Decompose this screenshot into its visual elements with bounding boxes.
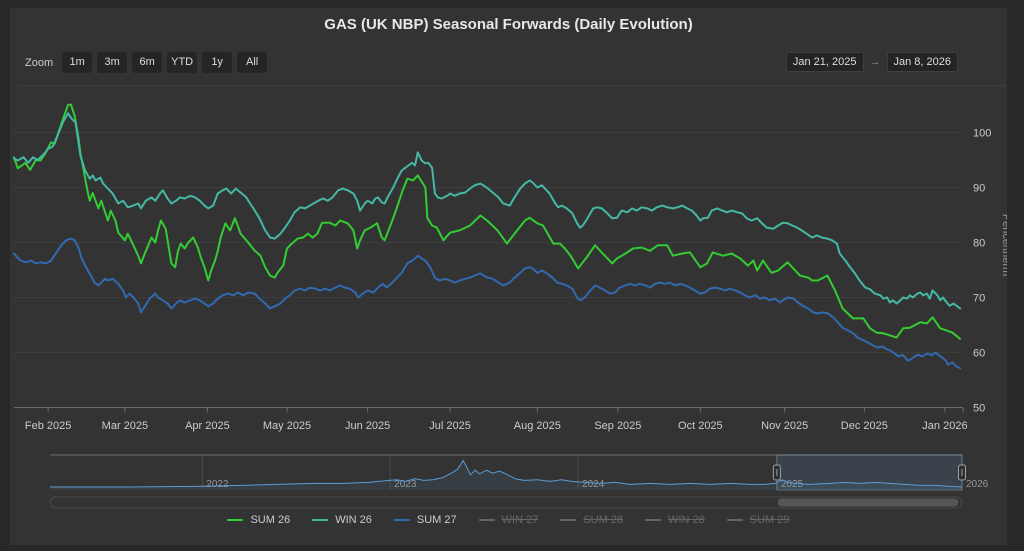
chart-container: GAS (UK NBP) Seasonal Forwards (Daily Ev…: [10, 8, 1007, 545]
x-axis-label: Mar 2025: [102, 420, 148, 432]
date-range-arrow-icon: →: [869, 56, 881, 68]
x-axis-label: Sep 2025: [594, 420, 641, 432]
x-axis-label: Aug 2025: [514, 420, 561, 432]
series-line-sum-26: [13, 103, 962, 340]
legend-item-sum-29[interactable]: SUM 29: [726, 514, 790, 526]
zoom-button-1m[interactable]: 1m: [62, 52, 93, 73]
navigator-year-label: 2022: [206, 479, 229, 490]
legend-label: SUM 28: [583, 514, 624, 526]
x-axis-label: Apr 2025: [185, 420, 230, 432]
series-line-win-26: [13, 112, 962, 310]
legend-label: WIN 26: [335, 514, 372, 526]
navigator-year-label: 2023: [394, 479, 417, 490]
legend-marker-icon: [726, 519, 743, 521]
navigator-year-label: 2025: [781, 479, 804, 490]
zoom-button-3m[interactable]: 3m: [97, 52, 128, 73]
x-axis-label: Nov 2025: [761, 420, 808, 432]
legend-item-win-26[interactable]: WIN 26: [312, 514, 372, 526]
legend-marker-icon: [478, 519, 495, 521]
legend-item-sum-28[interactable]: SUM 28: [560, 514, 623, 526]
x-axis-label: Dec 2025: [841, 420, 888, 432]
zoom-button-ytd[interactable]: YTD: [167, 52, 198, 73]
scrollbar-thumb[interactable]: [777, 498, 959, 507]
date-from-input[interactable]: Jan 21, 2025: [785, 52, 864, 72]
y-axis-label: 60: [973, 348, 985, 360]
legend-item-sum-27[interactable]: SUM 27: [393, 514, 457, 526]
zoom-button-1y[interactable]: 1y: [202, 52, 233, 73]
header-divider: [18, 85, 1006, 86]
y-axis-label: 80: [973, 238, 985, 250]
navigator-series-line: [50, 459, 963, 488]
y-axis-label: 90: [973, 183, 985, 195]
legend-label: SUM 27: [416, 514, 457, 526]
legend: SUM 26 WIN 26 SUM 27 WIN 27 SUM 28 WIN 28 SUM …: [10, 514, 1007, 526]
legend-item-win-27[interactable]: WIN 27: [478, 514, 539, 526]
x-axis-label: May 2025: [263, 420, 311, 432]
zoom-button-6m[interactable]: 6m: [132, 52, 163, 73]
x-axis-label: Oct 2025: [678, 420, 723, 432]
legend-item-win-28[interactable]: WIN 28: [645, 514, 705, 526]
x-axis-label: Feb 2025: [25, 420, 71, 432]
y-axis-label: 70: [973, 293, 985, 305]
date-to-input[interactable]: Jan 8, 2026: [886, 52, 958, 72]
legend-item-sum-26[interactable]: SUM 26: [227, 514, 290, 526]
zoom-button-group: Zoom 1m 3m 6m YTD 1y All: [25, 52, 268, 73]
legend-marker-icon: [645, 519, 662, 521]
range-selector: Zoom 1m 3m 6m YTD 1y All Jan 21, 2025 → Jan 8…: [25, 52, 992, 74]
y-axis-title: Pence/therm: [1000, 214, 1007, 276]
legend-label: WIN 28: [668, 514, 705, 526]
chart-title: GAS (UK NBP) Seasonal Forwards (Daily Ev…: [324, 16, 693, 33]
y-axis-label: 50: [973, 403, 985, 415]
y-axis-label: 100: [973, 128, 991, 140]
legend-marker-icon: [227, 519, 244, 521]
zoom-button-all[interactable]: All: [237, 52, 268, 73]
series-line-sum-27: [13, 237, 962, 370]
legend-label: WIN 27: [501, 514, 539, 526]
legend-marker-icon: [560, 519, 577, 521]
x-axis-label: Jun 2025: [345, 420, 390, 432]
legend-marker-icon: [312, 519, 329, 521]
legend-marker-icon: [393, 519, 410, 521]
navigator-year-label: 2024: [582, 479, 605, 490]
navigator-area: [50, 460, 962, 490]
legend-label: SUM 26: [250, 514, 291, 526]
navigator-selected-range[interactable]: [776, 454, 963, 491]
date-range-group: Jan 21, 2025 → Jan 8, 2026: [785, 52, 958, 72]
scrollbar-track[interactable]: [49, 496, 963, 509]
x-axis-label: Jul 2025: [429, 420, 471, 432]
x-axis-label: Jan 2026: [922, 420, 967, 432]
navigator-year-label: 2026: [966, 479, 989, 490]
chart-plot-svg: 50 60 70 80 90 100 Pence/therm Feb 2025 Mar 2025…: [13, 103, 1007, 509]
zoom-label: Zoom: [25, 56, 54, 69]
legend-label: SUM 29: [749, 514, 790, 526]
